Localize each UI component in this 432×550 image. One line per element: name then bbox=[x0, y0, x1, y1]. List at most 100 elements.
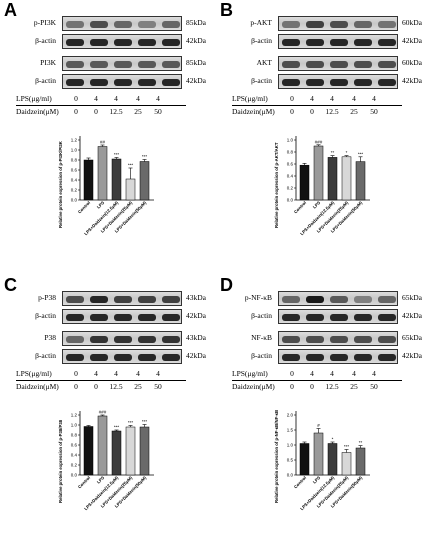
blot-band bbox=[66, 314, 84, 321]
kda-label: 42kDa bbox=[186, 311, 206, 320]
blot-band bbox=[282, 296, 300, 303]
significance-marker: * bbox=[346, 150, 348, 155]
y-tick-label: 0.4 bbox=[71, 178, 78, 183]
western-blot-strip bbox=[62, 331, 182, 346]
lps-dose: 4 bbox=[156, 369, 160, 378]
blot-band bbox=[282, 314, 300, 321]
blot-band bbox=[330, 296, 348, 303]
significance-marker: # bbox=[317, 423, 320, 428]
lps-label: LPS(μg/ml) bbox=[232, 369, 268, 378]
blot-band bbox=[282, 79, 300, 86]
x-category-label: Control bbox=[293, 475, 307, 489]
y-axis-title: Relative protein expression of p-NF-κB/N… bbox=[274, 410, 279, 503]
daidzein-dose: 0 bbox=[74, 107, 78, 116]
x-category-label: Control bbox=[77, 475, 91, 489]
kda-label: 60kDa bbox=[402, 58, 422, 67]
blot-label: β-actin bbox=[251, 351, 272, 360]
daidzein-dose: 25 bbox=[350, 382, 358, 391]
lps-dose: 4 bbox=[94, 94, 98, 103]
kda-label: 85kDa bbox=[186, 58, 206, 67]
significance-marker: *** bbox=[142, 154, 148, 159]
western-blot-strip bbox=[278, 331, 398, 346]
blot-band bbox=[306, 314, 324, 321]
blot-band bbox=[66, 296, 84, 303]
bar bbox=[139, 426, 150, 476]
daidzein-label: Daidzein(μM) bbox=[232, 382, 275, 391]
bar bbox=[327, 443, 338, 476]
kda-label: 43kDa bbox=[186, 293, 206, 302]
blot-band bbox=[66, 354, 84, 361]
x-category-label: Control bbox=[77, 200, 91, 214]
blot-band bbox=[306, 79, 324, 86]
y-tick-label: 0.8 bbox=[71, 158, 78, 163]
blot-band bbox=[354, 296, 372, 303]
significance-marker: ### bbox=[99, 410, 107, 415]
daidzein-dose: 12.5 bbox=[325, 382, 339, 391]
y-tick-label: 0.2 bbox=[71, 188, 78, 193]
bar-chart: Relative protein expression of p-NF-κB/N… bbox=[274, 410, 370, 511]
blot-band bbox=[90, 21, 108, 28]
x-category-label: LPS bbox=[312, 200, 322, 210]
significance-marker: *** bbox=[128, 163, 134, 168]
kda-label: 42kDa bbox=[186, 76, 206, 85]
bar bbox=[97, 415, 108, 476]
kda-label: 42kDa bbox=[402, 76, 422, 85]
lps-dose: 4 bbox=[114, 94, 118, 103]
daidzein-label: Daidzein(μM) bbox=[16, 107, 59, 116]
significance-marker: ## bbox=[100, 140, 106, 145]
blot-band bbox=[114, 61, 132, 68]
blot-label: β-actin bbox=[251, 76, 272, 85]
y-tick-label: 1.0 bbox=[287, 138, 294, 143]
significance-marker: ### bbox=[315, 139, 323, 144]
significance-marker: *** bbox=[344, 444, 350, 449]
bar bbox=[355, 447, 366, 476]
bar bbox=[83, 426, 94, 476]
blot-band bbox=[162, 39, 180, 46]
treatment-divider bbox=[232, 105, 402, 106]
bar bbox=[355, 161, 366, 201]
y-tick-label: 0.5 bbox=[287, 458, 294, 463]
western-blot-strip bbox=[278, 34, 398, 49]
daidzein-dose: 12.5 bbox=[325, 107, 339, 116]
bar bbox=[299, 164, 310, 201]
daidzein-dose: 0 bbox=[290, 107, 294, 116]
daidzein-dose: 25 bbox=[134, 107, 142, 116]
blot-band bbox=[282, 354, 300, 361]
blot-band bbox=[330, 354, 348, 361]
blot-band bbox=[114, 354, 132, 361]
blot-label: p-AKT bbox=[250, 18, 272, 27]
daidzein-dose: 0 bbox=[290, 382, 294, 391]
significance-marker: *** bbox=[114, 152, 120, 157]
y-axis-title: Relative protein expression of p-PI3K/PI… bbox=[58, 140, 63, 228]
y-tick-label: 0.4 bbox=[287, 174, 294, 179]
daidzein-dose: 50 bbox=[370, 107, 378, 116]
y-tick-label: 0.8 bbox=[71, 433, 78, 438]
kda-label: 60kDa bbox=[402, 18, 422, 27]
kda-label: 42kDa bbox=[186, 351, 206, 360]
blot-band bbox=[282, 336, 300, 343]
daidzein-dose: 0 bbox=[94, 107, 98, 116]
blot-band bbox=[162, 296, 180, 303]
lps-label: LPS(μg/ml) bbox=[232, 94, 268, 103]
y-tick-label: 0.0 bbox=[71, 198, 78, 203]
bar bbox=[97, 146, 108, 201]
kda-label: 65kDa bbox=[402, 293, 422, 302]
lps-dose: 4 bbox=[114, 369, 118, 378]
blot-band bbox=[378, 296, 396, 303]
blot-band bbox=[90, 61, 108, 68]
blot-band bbox=[162, 79, 180, 86]
western-blot-strip bbox=[278, 16, 398, 31]
panel-letter: D bbox=[220, 275, 233, 295]
y-tick-label: 1.0 bbox=[287, 443, 294, 448]
y-tick-label: 0.6 bbox=[71, 443, 78, 448]
y-axis-title: Relative protein expression of p-P38/P38 bbox=[58, 419, 63, 503]
y-tick-label: 1.0 bbox=[71, 423, 78, 428]
blot-band bbox=[90, 296, 108, 303]
bar bbox=[327, 157, 338, 201]
daidzein-label: Daidzein(μM) bbox=[232, 107, 275, 116]
y-tick-label: 0.0 bbox=[287, 473, 294, 478]
y-tick-label: 0.8 bbox=[287, 150, 294, 155]
kda-label: 42kDa bbox=[402, 311, 422, 320]
